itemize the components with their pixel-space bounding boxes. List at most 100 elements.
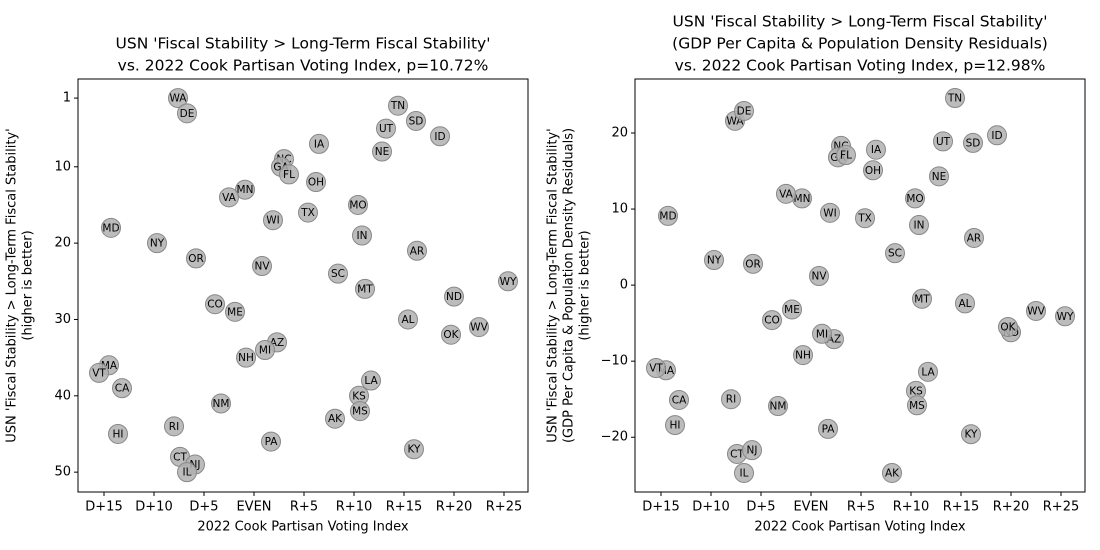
point [721,389,741,410]
point-label: KS [352,390,366,402]
point [812,323,832,344]
point-label: TX [857,213,872,225]
point-label: AK [885,467,900,479]
point-label: CT [730,448,744,460]
point [306,172,326,193]
x-tick-label: R+5 [290,500,318,515]
point [177,462,197,483]
x-tick-label: D+5 [189,500,218,515]
point [376,118,396,139]
point-label: FL [283,169,295,181]
point-label: NH [238,352,254,364]
x-tick-label: R+20 [993,500,1029,515]
point-label: KY [965,429,979,441]
y-tick-label: 20 [54,236,71,251]
point-label: AL [401,314,414,326]
y-axis-label: USN 'Fiscal Stability > Long-Term Fiscal… [5,128,20,442]
point-label: DE [180,108,195,120]
point [907,395,927,416]
point [665,415,685,436]
point-label: NM [213,398,230,410]
x-tick-label: R+25 [1043,500,1079,515]
point [762,310,782,331]
point [933,131,953,152]
point [407,240,427,261]
point-label: MN [237,184,254,196]
point-label: CA [672,394,687,406]
point [863,160,883,181]
point-label: FL [840,150,852,162]
point [809,265,829,286]
point-label: KS [909,385,923,397]
point [235,179,255,200]
point [743,253,763,274]
y-tick-label: 10 [54,159,71,174]
point-label: MT [914,293,930,305]
point-label: WY [500,276,517,288]
plot-frame [634,78,1086,493]
point-label: DE [737,105,752,117]
point-label: OR [188,253,204,265]
point-label: UT [379,123,394,135]
point [820,202,840,223]
point-label: WV [470,322,488,334]
x-tick-label: D+10 [692,500,729,515]
point-label: CT [173,451,187,463]
point [147,233,167,254]
point [909,215,929,236]
point [309,133,329,154]
point-label: VA [779,188,794,200]
y-tick-label: 20 [611,126,628,141]
point [818,418,838,439]
point [961,424,981,445]
x-tick-label: R+15 [386,500,422,515]
point-label: OH [308,177,324,189]
point [89,362,109,383]
point [398,309,418,330]
y-tick-label: 0 [620,278,628,293]
x-axis-label: 2022 Cook Partisan Voting Index [754,520,966,535]
point-label: OR [745,258,761,270]
point-label: NE [375,146,390,158]
point-label: CA [115,383,130,395]
point [963,132,983,153]
point [361,370,381,391]
point-label: NE [932,171,947,183]
point [855,208,875,229]
point [945,88,965,109]
point [263,210,283,231]
point-label: ID [434,131,445,143]
point-label: TN [947,93,962,105]
point [348,194,368,215]
point-label: NJ [190,459,201,471]
point [929,166,949,187]
point-label: WI [823,207,836,219]
point [658,205,678,226]
point-label: IN [357,230,368,242]
point [372,141,392,162]
point [444,286,464,307]
x-tick-label: D+10 [135,500,172,515]
point-label: VT [649,363,663,375]
point [646,358,666,379]
chart-title: vs. 2022 Cook Partisan Voting Index, p=1… [118,57,489,75]
y-tick-label: −10 [601,354,628,369]
point-label: MD [102,222,119,234]
point [836,145,856,166]
point [498,271,518,292]
chart-title: vs. 2022 Cook Partisan Voting Index, p=1… [675,57,1046,75]
point [236,347,256,368]
point-label: ND [446,291,462,303]
point-label: VA [222,192,237,204]
point-label: SD [966,137,981,149]
point-label: ME [227,306,243,318]
point-label: AR [410,245,424,257]
point [355,278,375,299]
point-label: LA [364,375,378,387]
y-axis-label: (higher is better) [578,230,593,340]
point [279,164,299,185]
point-label: NJ [747,445,758,457]
point [177,103,197,124]
point-label: MI [816,328,828,340]
